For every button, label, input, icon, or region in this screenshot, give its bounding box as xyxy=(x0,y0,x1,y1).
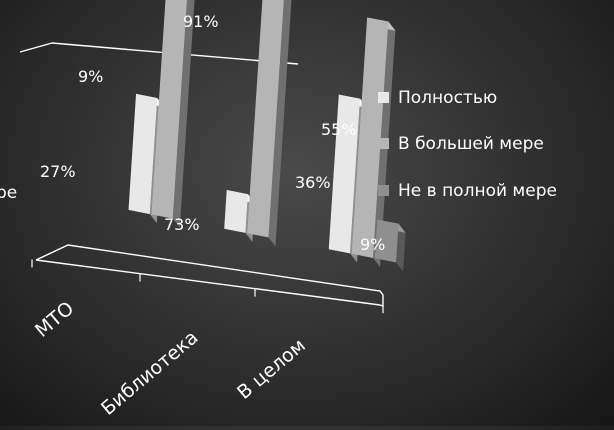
legend-label-ne-v-polnoy-mere: Не в полной мере xyxy=(398,181,557,201)
bar-0-1 xyxy=(151,0,187,219)
x-axis-line xyxy=(35,259,381,306)
data-label-2-0: 36% xyxy=(295,173,331,192)
bar-2-2-side xyxy=(396,223,406,272)
category-label-2: В целом xyxy=(233,334,310,403)
legend-label-v-bolshey-mere: В большей мере xyxy=(398,134,544,154)
category-label-0: МТО xyxy=(31,297,78,341)
bar-0-0 xyxy=(128,93,158,215)
legend-swatch-v-bolshey-mere xyxy=(378,138,389,149)
data-label-0-1: 73% xyxy=(164,215,200,234)
legend-swatch-ne-v-polnoy-mere xyxy=(378,185,389,196)
bar-0-1-side xyxy=(172,0,195,228)
bar-2-2 xyxy=(374,219,399,263)
bar-2-0 xyxy=(328,94,361,254)
bar-1-1 xyxy=(247,0,284,238)
bar-1-1-side xyxy=(268,0,292,247)
bar-1-0 xyxy=(224,190,248,233)
data-label-0-0: 27% xyxy=(40,162,76,181)
legend-swatch-polnostyu xyxy=(378,92,389,103)
back-wall-edge-left xyxy=(19,42,53,53)
data-label-1-0: 9% xyxy=(78,67,103,86)
cut-off-text: ре xyxy=(0,183,17,203)
bar-2-1 xyxy=(351,17,389,258)
data-label-2-1: 55% xyxy=(321,120,357,139)
category-label-1: Библиотека xyxy=(97,326,202,419)
legend-label-polnostyu: Полностью xyxy=(398,88,498,108)
data-label-2-2: 9% xyxy=(360,235,385,254)
floor-outline xyxy=(35,244,384,307)
data-label-1-1: 91% xyxy=(183,12,219,31)
